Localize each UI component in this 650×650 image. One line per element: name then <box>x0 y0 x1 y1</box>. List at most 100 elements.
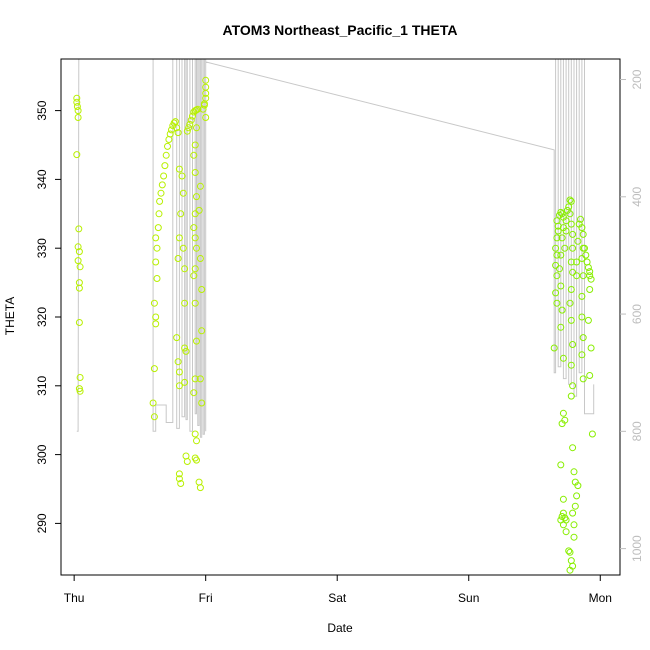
theta-point <box>569 244 577 252</box>
theta-point <box>586 268 594 276</box>
pressure-line <box>76 59 595 438</box>
plot-frame <box>60 58 621 576</box>
theta-point <box>153 275 161 282</box>
theta-point <box>152 320 160 328</box>
theta-point <box>554 227 562 235</box>
theta-point <box>178 172 186 180</box>
theta-point <box>567 220 575 228</box>
theta-point <box>553 234 561 242</box>
theta-point <box>557 323 565 331</box>
theta-point <box>587 275 595 283</box>
theta-point <box>562 217 570 225</box>
theta-point <box>566 299 574 307</box>
theta-point <box>579 375 587 383</box>
theta-point <box>550 344 558 352</box>
theta-point <box>198 399 206 407</box>
theta-point <box>174 129 182 137</box>
theta-point <box>582 251 590 259</box>
theta-point <box>191 265 199 273</box>
theta-point <box>75 385 83 393</box>
theta-point <box>579 334 587 342</box>
theta-point <box>173 124 181 132</box>
y2-tick-label: 400 <box>630 186 644 206</box>
y-tick-label: 290 <box>35 513 49 533</box>
theta-point <box>578 255 586 262</box>
theta-point <box>202 114 210 121</box>
y-tick-label: 310 <box>35 375 49 395</box>
theta-point <box>196 484 204 492</box>
theta-point <box>181 344 189 352</box>
theta-point <box>73 103 81 110</box>
y2-tick-label: 800 <box>630 421 644 441</box>
theta-point <box>75 284 83 292</box>
theta-point <box>183 127 191 135</box>
y-tick-label: 330 <box>35 238 49 258</box>
y2-tick-label: 200 <box>630 69 644 89</box>
theta-point <box>76 387 84 395</box>
theta-point <box>552 261 560 269</box>
theta-point <box>156 197 164 205</box>
theta-point <box>193 124 200 132</box>
theta-point <box>75 319 83 326</box>
theta-point <box>557 282 565 290</box>
theta-point <box>193 193 200 201</box>
theta-point <box>558 234 566 242</box>
theta-point <box>150 299 158 307</box>
y2-tick-label: 600 <box>630 304 644 324</box>
theta-point <box>562 528 570 536</box>
theta-point <box>193 437 200 445</box>
y-tick-label: 320 <box>35 307 49 327</box>
theta-point <box>198 286 206 293</box>
theta-point <box>558 210 566 218</box>
theta-point <box>567 361 575 369</box>
theta-point <box>561 416 569 424</box>
theta-point <box>161 162 169 170</box>
theta-point <box>150 365 158 373</box>
theta-point <box>175 470 183 478</box>
theta-point <box>189 112 196 120</box>
theta-point <box>74 107 82 115</box>
theta-point <box>586 286 594 293</box>
theta-point <box>193 337 200 345</box>
y-tick-label: 350 <box>35 100 49 120</box>
y-tick-label: 340 <box>35 169 49 189</box>
theta-point <box>182 347 190 355</box>
theta-point <box>574 237 582 245</box>
theta-point <box>191 299 199 307</box>
theta-point <box>76 263 84 271</box>
theta-point <box>175 368 183 376</box>
x-tick-label: Mon <box>589 591 612 605</box>
theta-point <box>190 272 198 280</box>
theta-point <box>562 227 570 235</box>
theta-point <box>152 258 160 266</box>
theta-point <box>573 272 581 280</box>
theta-point <box>557 461 565 469</box>
theta-point <box>193 456 200 464</box>
x-axis-label: Date <box>327 621 353 635</box>
theta-point <box>578 292 586 300</box>
theta-point <box>202 94 210 102</box>
theta-point <box>158 181 166 189</box>
theta-point <box>154 224 162 232</box>
theta-point <box>579 230 587 238</box>
theta-point <box>565 547 573 555</box>
theta-point <box>166 130 174 138</box>
theta-point <box>190 151 198 159</box>
theta-point <box>567 392 575 400</box>
theta-point <box>557 251 565 259</box>
theta-point <box>174 255 182 262</box>
theta-point <box>74 114 82 121</box>
theta-point <box>553 251 561 259</box>
theta-point <box>195 206 203 214</box>
theta-point <box>567 258 575 266</box>
theta-point <box>186 120 194 128</box>
theta-point <box>574 482 582 490</box>
theta-point <box>577 215 584 223</box>
plot-area <box>73 59 596 574</box>
theta-point <box>179 189 187 197</box>
theta-point <box>73 151 81 159</box>
theta-point <box>569 341 577 348</box>
theta-point <box>587 344 595 352</box>
theta-point <box>586 272 594 280</box>
